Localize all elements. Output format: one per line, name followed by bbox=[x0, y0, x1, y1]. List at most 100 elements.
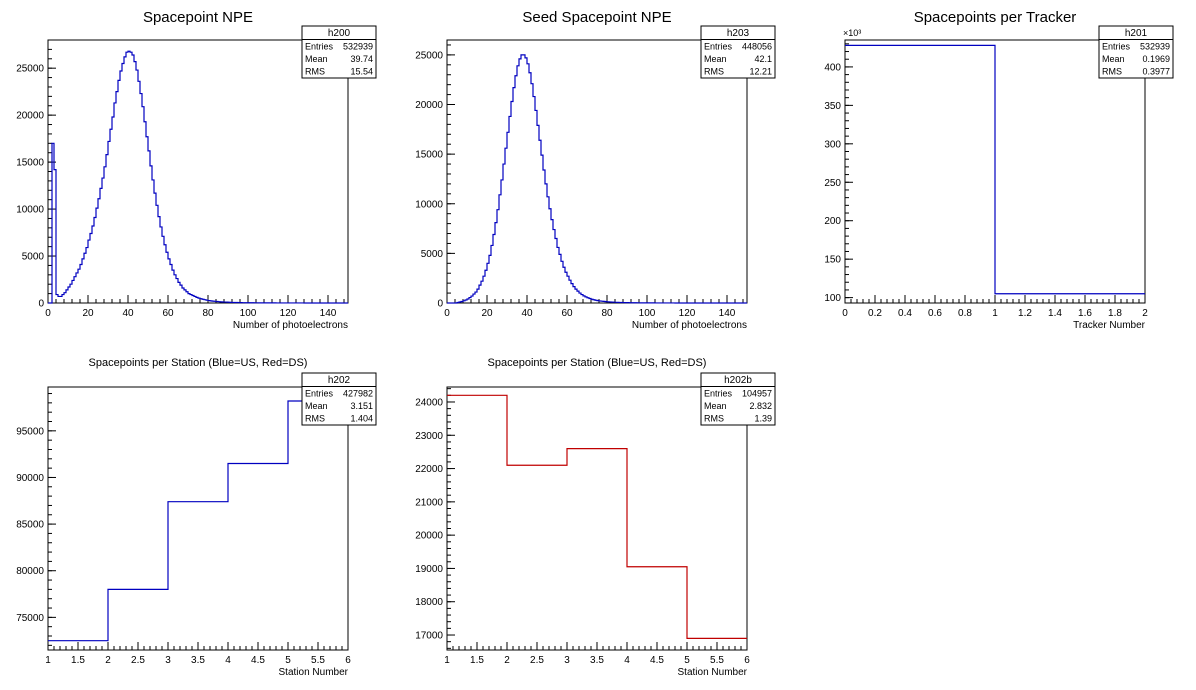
y-tick-label: 25000 bbox=[16, 64, 44, 75]
y-tick-label: 400 bbox=[824, 62, 841, 73]
x-tick-label: 1 bbox=[992, 308, 998, 319]
stats-box: h200 Entries 532939 Mean 39.74 RMS 15.54 bbox=[301, 25, 377, 79]
stats-box: h202b Entries 104957 Mean 2.832 RMS 1.39 bbox=[700, 372, 776, 426]
y-tick-label: 95000 bbox=[16, 426, 44, 437]
stats-rms-value: 15.54 bbox=[350, 67, 373, 77]
y-tick-label: 80000 bbox=[16, 566, 44, 577]
stats-mean-value: 0.1969 bbox=[1142, 54, 1170, 64]
y-tick-label: 15000 bbox=[415, 150, 443, 161]
x-tick-label: 2.5 bbox=[131, 655, 145, 666]
x-tick-label: 80 bbox=[601, 308, 613, 319]
stats-histogram-name: h201 bbox=[1125, 28, 1148, 39]
y-tick-label: 0 bbox=[38, 299, 44, 310]
stats-box-frame bbox=[301, 25, 377, 79]
y-tick-label: 21000 bbox=[415, 497, 443, 508]
stats-entries-value: 532939 bbox=[343, 42, 373, 52]
histogram-line bbox=[845, 44, 1145, 295]
stats-box-frame bbox=[301, 372, 377, 426]
histogram-line bbox=[48, 400, 348, 642]
histogram-line bbox=[447, 54, 747, 304]
axis-exponent-label: ×10³ bbox=[843, 28, 861, 38]
stats-mean-label: Mean bbox=[704, 54, 727, 64]
x-tick-label: 100 bbox=[240, 308, 257, 319]
x-tick-label: 2 bbox=[105, 655, 111, 666]
x-tick-label: 6 bbox=[345, 655, 351, 666]
x-tick-label: 0.2 bbox=[868, 308, 882, 319]
stats-mean-value: 39.74 bbox=[350, 54, 373, 64]
y-tick-label: 350 bbox=[824, 101, 841, 112]
x-tick-label: 1.6 bbox=[1078, 308, 1092, 319]
x-tick-label: 3.5 bbox=[590, 655, 604, 666]
y-tick-label: 10000 bbox=[415, 199, 443, 210]
stats-mean-label: Mean bbox=[1102, 54, 1125, 64]
x-tick-label: 1.4 bbox=[1048, 308, 1062, 319]
y-tick-label: 90000 bbox=[16, 473, 44, 484]
plot-frame bbox=[47, 386, 349, 651]
x-tick-label: 2.5 bbox=[530, 655, 544, 666]
y-tick-label: 150 bbox=[824, 255, 841, 266]
stats-box-frame bbox=[1098, 25, 1174, 79]
stats-rms-value: 1.39 bbox=[754, 414, 772, 424]
y-tick-label: 24000 bbox=[415, 397, 443, 408]
chart-title: Spacepoint NPE bbox=[143, 9, 253, 26]
chart-panel-3: Spacepoints per Station (Blue=US, Red=DS… bbox=[16, 357, 377, 678]
stats-histogram-name: h203 bbox=[727, 28, 750, 39]
stats-entries-label: Entries bbox=[305, 42, 334, 52]
plot-frame bbox=[446, 39, 748, 304]
x-tick-label: 0.6 bbox=[928, 308, 942, 319]
chart-title: Spacepoints per Tracker bbox=[914, 9, 1077, 26]
stats-rms-value: 1.404 bbox=[350, 414, 373, 424]
x-tick-label: 80 bbox=[202, 308, 214, 319]
x-tick-label: 1 bbox=[45, 655, 51, 666]
histogram-line bbox=[48, 50, 348, 304]
x-tick-label: 3 bbox=[564, 655, 570, 666]
stats-histogram-name: h200 bbox=[328, 28, 351, 39]
x-tick-label: 5 bbox=[684, 655, 690, 666]
chart-panel-4: Spacepoints per Station (Blue=US, Red=DS… bbox=[415, 357, 776, 678]
plot-frame bbox=[47, 39, 349, 304]
x-tick-label: 120 bbox=[280, 308, 297, 319]
chart-title: Spacepoints per Station (Blue=US, Red=DS… bbox=[488, 357, 707, 369]
y-tick-label: 17000 bbox=[415, 631, 443, 642]
stats-rms-label: RMS bbox=[704, 67, 724, 77]
x-tick-label: 100 bbox=[639, 308, 656, 319]
y-tick-label: 5000 bbox=[421, 249, 444, 260]
stats-mean-value: 42.1 bbox=[754, 54, 772, 64]
x-tick-label: 1.5 bbox=[71, 655, 85, 666]
stats-box-frame bbox=[700, 25, 776, 79]
y-tick-label: 250 bbox=[824, 178, 841, 189]
y-tick-label: 75000 bbox=[16, 613, 44, 624]
stats-entries-label: Entries bbox=[704, 389, 733, 399]
x-tick-label: 5.5 bbox=[311, 655, 325, 666]
x-axis-title: Number of photoelectrons bbox=[632, 320, 747, 331]
x-tick-label: 2 bbox=[1142, 308, 1148, 319]
x-tick-label: 6 bbox=[744, 655, 750, 666]
y-tick-label: 0 bbox=[437, 299, 443, 310]
x-tick-label: 0 bbox=[444, 308, 450, 319]
x-tick-label: 5 bbox=[285, 655, 291, 666]
chart-panel-2: Spacepoints per Tracker 0 0.2 0.4 0.6 0.8 1 1.2… bbox=[824, 9, 1174, 331]
x-tick-label: 4 bbox=[624, 655, 630, 666]
x-tick-label: 140 bbox=[320, 308, 337, 319]
x-tick-label: 0 bbox=[842, 308, 848, 319]
y-tick-label: 200 bbox=[824, 216, 841, 227]
x-tick-label: 0.8 bbox=[958, 308, 972, 319]
y-tick-label: 85000 bbox=[16, 520, 44, 531]
x-axis-title: Station Number bbox=[279, 667, 349, 678]
y-tick-label: 19000 bbox=[415, 564, 443, 575]
x-tick-label: 20 bbox=[481, 308, 493, 319]
y-tick-label: 18000 bbox=[415, 597, 443, 608]
y-tick-label: 10000 bbox=[16, 205, 44, 216]
y-tick-label: 15000 bbox=[16, 158, 44, 169]
histogram-line bbox=[447, 394, 747, 639]
y-tick-label: 100 bbox=[824, 293, 841, 304]
x-tick-label: 1 bbox=[444, 655, 450, 666]
x-tick-label: 40 bbox=[521, 308, 533, 319]
stats-entries-label: Entries bbox=[1102, 42, 1131, 52]
y-tick-label: 25000 bbox=[415, 50, 443, 61]
x-tick-label: 4.5 bbox=[251, 655, 265, 666]
y-tick-label: 5000 bbox=[22, 252, 45, 263]
stats-rms-label: RMS bbox=[704, 414, 724, 424]
stats-box: h202 Entries 427982 Mean 3.151 RMS 1.404 bbox=[301, 372, 377, 426]
y-tick-label: 22000 bbox=[415, 464, 443, 475]
